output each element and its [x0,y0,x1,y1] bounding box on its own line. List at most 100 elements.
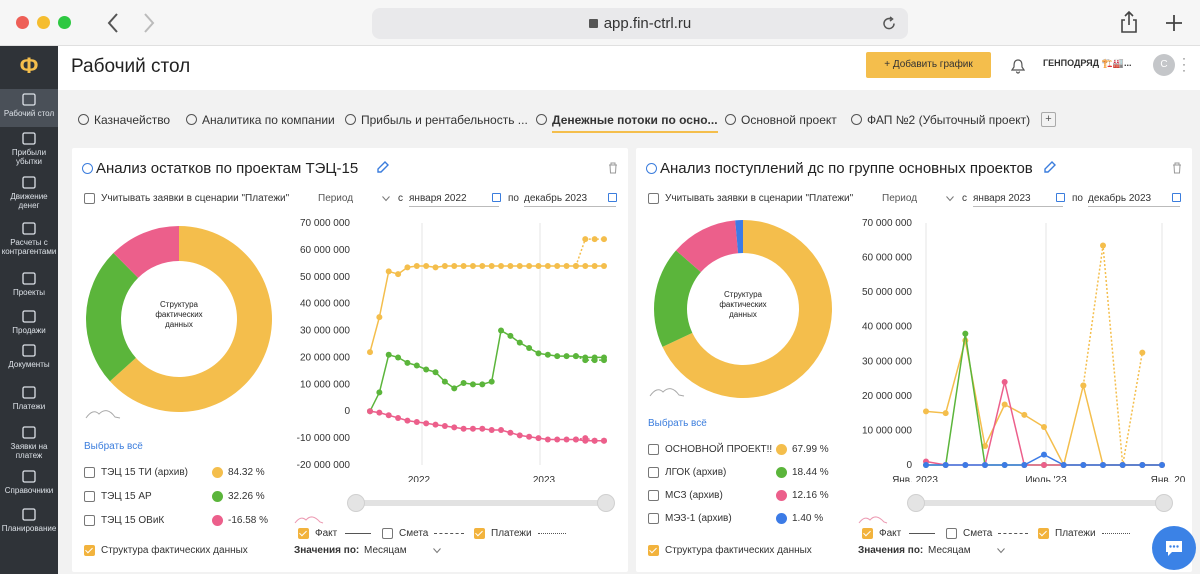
data-point[interactable] [367,349,373,356]
line-chart-mini-icon[interactable] [649,384,685,398]
data-point[interactable] [554,263,561,270]
data-point[interactable] [469,263,476,270]
data-point[interactable] [572,436,579,443]
data-point[interactable] [376,314,383,321]
data-point[interactable] [563,263,570,270]
data-point[interactable] [395,271,402,278]
sidebar-item-5[interactable]: Продажи [0,310,58,335]
edit-icon[interactable] [1043,160,1057,174]
data-point[interactable] [404,264,411,271]
data-point[interactable] [1139,462,1146,468]
series-line[interactable] [575,355,604,361]
data-point[interactable] [1001,401,1008,408]
data-point[interactable] [1159,462,1165,468]
address-bar[interactable]: app.fin-ctrl.ru [372,8,908,39]
structure-checkbox[interactable] [84,545,95,556]
sidebar-item-4[interactable]: Проекты [0,272,58,297]
range-slider-end-handle[interactable] [1155,494,1173,512]
legend-checkbox[interactable] [648,444,659,455]
range-slider-start-handle[interactable] [907,494,925,512]
calendar-icon[interactable] [1056,193,1065,202]
data-point[interactable] [385,412,392,419]
donut-slice[interactable] [735,220,743,254]
data-point[interactable] [516,432,523,439]
sidebar-item-2[interactable]: Движение денег [0,176,58,210]
sidebar-item-9[interactable]: Справочники [0,470,58,495]
range-slider-track[interactable] [916,500,1166,506]
more-menu-icon[interactable]: · · · [1182,51,1186,77]
chat-button[interactable] [1152,526,1196,570]
select-all-link[interactable]: Выбрать всё [648,418,707,429]
data-point[interactable] [535,435,542,442]
values-by-select[interactable]: Месяцам [928,545,971,556]
data-point[interactable] [582,435,589,442]
legend-checkbox[interactable] [84,515,95,526]
data-point[interactable] [1080,462,1087,468]
data-point[interactable] [563,353,570,360]
sidebar-item-7[interactable]: Платежи [0,386,58,411]
series-line[interactable] [369,410,604,442]
data-point[interactable] [432,421,439,428]
data-point[interactable] [441,378,448,385]
new-tab-icon[interactable] [1165,14,1183,32]
data-point[interactable] [923,408,929,415]
fact-series-checkbox[interactable] [862,528,873,539]
series-line[interactable] [369,265,604,353]
share-icon[interactable] [1120,10,1138,34]
data-point[interactable] [404,359,411,366]
plan-series-checkbox[interactable] [382,528,393,539]
period-to-input[interactable]: декабрь 2023 [524,193,616,207]
tab-4[interactable]: Основной проект [725,113,837,127]
data-point[interactable] [591,263,598,270]
maximize-window-button[interactable] [58,16,71,29]
range-slider-start-handle[interactable] [347,494,365,512]
data-point[interactable] [544,436,551,443]
sidebar-item-1[interactable]: Прибыли убытки [0,132,58,166]
data-point[interactable] [942,462,949,468]
data-point[interactable] [498,263,505,270]
range-slider-end-handle[interactable] [597,494,615,512]
data-point[interactable] [526,263,533,270]
data-point[interactable] [413,362,420,369]
data-point[interactable] [1080,382,1087,389]
chevron-down-icon[interactable] [946,196,954,202]
data-point[interactable] [460,379,467,386]
data-point[interactable] [488,263,495,270]
data-point[interactable] [469,425,476,432]
sidebar-item-3[interactable]: Расчеты с контрагентами [0,222,58,256]
data-point[interactable] [572,353,579,360]
donut-slice[interactable] [654,250,701,347]
calendar-icon[interactable] [492,193,501,202]
data-point[interactable] [563,436,570,443]
sidebar-item-8[interactable]: Заявки на платеж [0,426,58,460]
sidebar-item-6[interactable]: Документы [0,344,58,369]
data-point[interactable] [601,236,607,243]
select-all-link[interactable]: Выбрать всё [84,441,143,452]
calendar-icon[interactable] [1172,193,1181,202]
minimize-window-button[interactable] [37,16,50,29]
tab-1[interactable]: Аналитика по компании [186,113,335,127]
data-point[interactable] [498,327,505,334]
donut-slice[interactable] [109,226,272,412]
data-point[interactable] [507,263,514,270]
data-point[interactable] [1001,379,1008,386]
data-point[interactable] [441,423,448,430]
data-point[interactable] [572,263,579,270]
period-to-input[interactable]: декабрь 2023 [1088,193,1180,207]
donut-slice[interactable] [113,226,179,278]
tab-3[interactable]: Денежные потоки по осно... [536,113,718,133]
donut-slice[interactable] [662,220,832,398]
settings-icon[interactable] [82,161,93,179]
structure-checkbox[interactable] [648,545,659,556]
chevron-down-icon[interactable] [382,196,390,202]
data-point[interactable] [460,263,467,270]
data-point[interactable] [601,263,607,270]
tab-0[interactable]: Казначейство [78,113,170,127]
data-point[interactable] [1139,349,1146,356]
series-line[interactable] [369,329,604,412]
chevron-down-icon[interactable] [433,548,441,554]
company-name[interactable]: ГЕНПОДРЯД 🏗️🏭... [1043,58,1132,68]
close-window-button[interactable] [16,16,29,29]
data-point[interactable] [1060,462,1067,468]
fact-series-checkbox[interactable] [298,528,309,539]
